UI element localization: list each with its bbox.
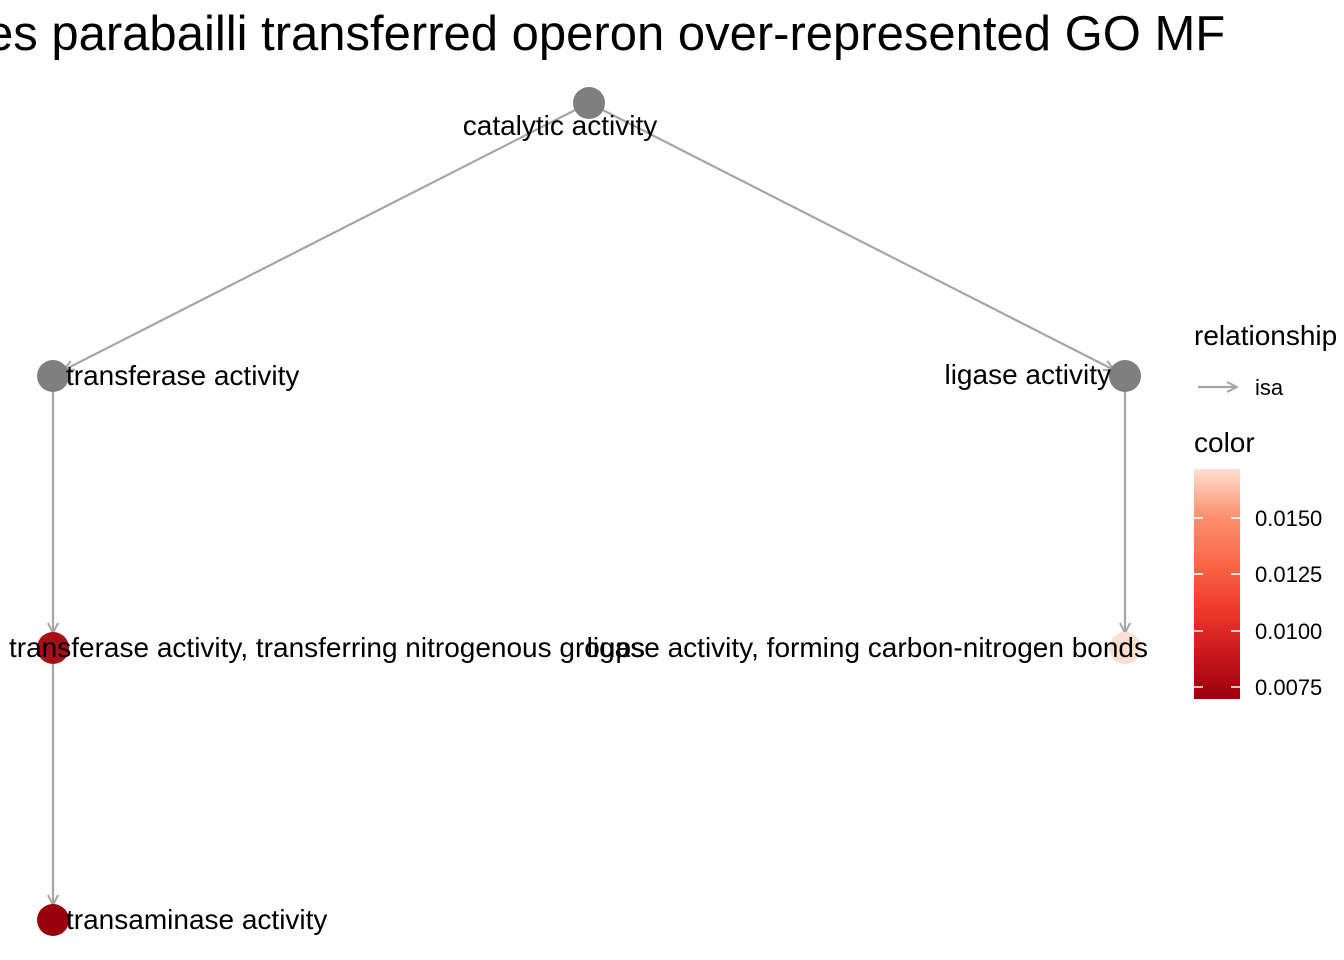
label-transferase: transferase activity <box>66 360 299 391</box>
colorbar-tick-label: 0.0150 <box>1255 506 1322 531</box>
label-catalytic: catalytic activity <box>463 110 658 141</box>
edge-catalytic-ligase <box>588 102 1114 370</box>
label-ligase: ligase activity <box>944 359 1111 390</box>
legend-color-title: color <box>1194 427 1255 458</box>
edge-catalytic-transferase <box>64 102 590 370</box>
node-transferase <box>37 360 69 392</box>
colorbar-tick-label: 0.0075 <box>1255 675 1322 700</box>
legend-colorbar <box>1194 469 1240 699</box>
colorbar-tick-label: 0.0125 <box>1255 562 1322 587</box>
legend: relationship isa color 0.0150 0.0125 0.0… <box>1194 320 1337 700</box>
label-ligase-cn: ligase activity, forming carbon-nitrogen… <box>587 632 1148 663</box>
node-ligase <box>1109 360 1141 392</box>
legend-isa-label: isa <box>1255 375 1284 400</box>
graph-title: es parabailli transferred operon over-re… <box>0 7 1226 61</box>
legend-relationship-title: relationship <box>1194 320 1337 351</box>
node-ligase-cn <box>1109 632 1141 664</box>
colorbar-ticks <box>1194 517 1240 688</box>
edges <box>53 102 1125 905</box>
node-catalytic <box>573 87 605 119</box>
nodes <box>37 87 1141 936</box>
label-transferase-n: transferase activity, transferring nitro… <box>9 632 645 663</box>
node-transaminase <box>37 904 69 936</box>
label-transaminase: transaminase activity <box>66 904 327 935</box>
colorbar-tick-label: 0.0100 <box>1255 619 1322 644</box>
node-transferase-n <box>37 632 69 664</box>
node-labels: catalytic activity transferase activity … <box>9 110 1148 935</box>
